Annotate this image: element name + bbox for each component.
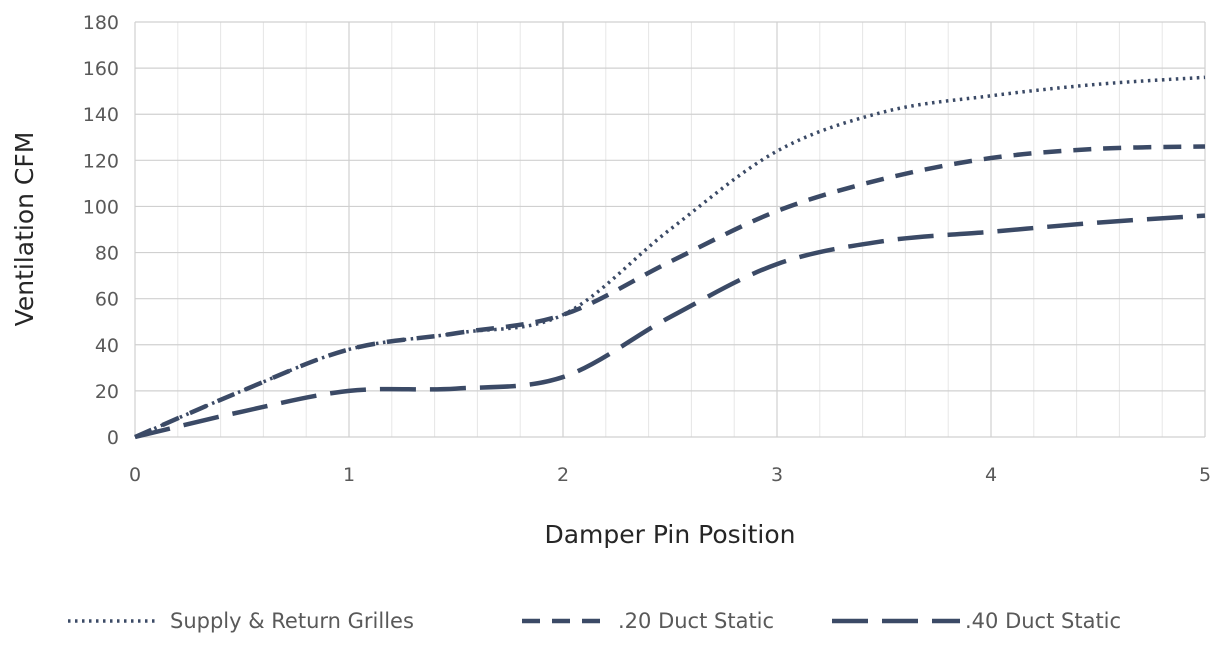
x-tick-label: 4 — [985, 464, 997, 486]
legend: Supply & Return Grilles .20 Duct Static .4… — [68, 609, 1121, 633]
y-tick-labels: 0 20 40 60 80 100 120 140 160 180 — [83, 12, 119, 449]
y-tick-label: 120 — [83, 150, 119, 172]
y-tick-label: 180 — [83, 12, 119, 34]
y-tick-label: 160 — [83, 58, 119, 80]
x-tick-label: 3 — [771, 464, 783, 486]
y-tick-label: 40 — [95, 335, 119, 357]
y-tick-label: 80 — [95, 243, 119, 265]
legend-label: .40 Duct Static — [965, 609, 1121, 633]
y-tick-label: 100 — [83, 196, 119, 218]
x-tick-label: 5 — [1199, 464, 1211, 486]
x-tick-label: 0 — [129, 464, 141, 486]
x-axis-title: Damper Pin Position — [544, 520, 795, 549]
legend-item: .20 Duct Static — [522, 609, 774, 633]
legend-item: .40 Duct Static — [832, 609, 1121, 633]
grid — [134, 21, 1206, 438]
x-tick-label: 2 — [557, 464, 569, 486]
x-tick-label: 1 — [343, 464, 355, 486]
legend-item: Supply & Return Grilles — [68, 609, 414, 633]
series-line-2 — [134, 213, 1206, 440]
y-tick-label: 0 — [107, 427, 119, 449]
series-line-1 — [134, 144, 1206, 440]
y-tick-label: 20 — [95, 381, 119, 403]
series-lines — [134, 75, 1206, 440]
series-line-0 — [134, 75, 1206, 439]
y-axis-title: Ventilation CFM — [10, 132, 39, 327]
y-tick-label: 140 — [83, 104, 119, 126]
x-tick-labels: 0 1 2 3 4 5 — [129, 464, 1211, 486]
legend-label: .20 Duct Static — [618, 609, 774, 633]
legend-label: Supply & Return Grilles — [170, 609, 414, 633]
y-tick-label: 60 — [95, 289, 119, 311]
